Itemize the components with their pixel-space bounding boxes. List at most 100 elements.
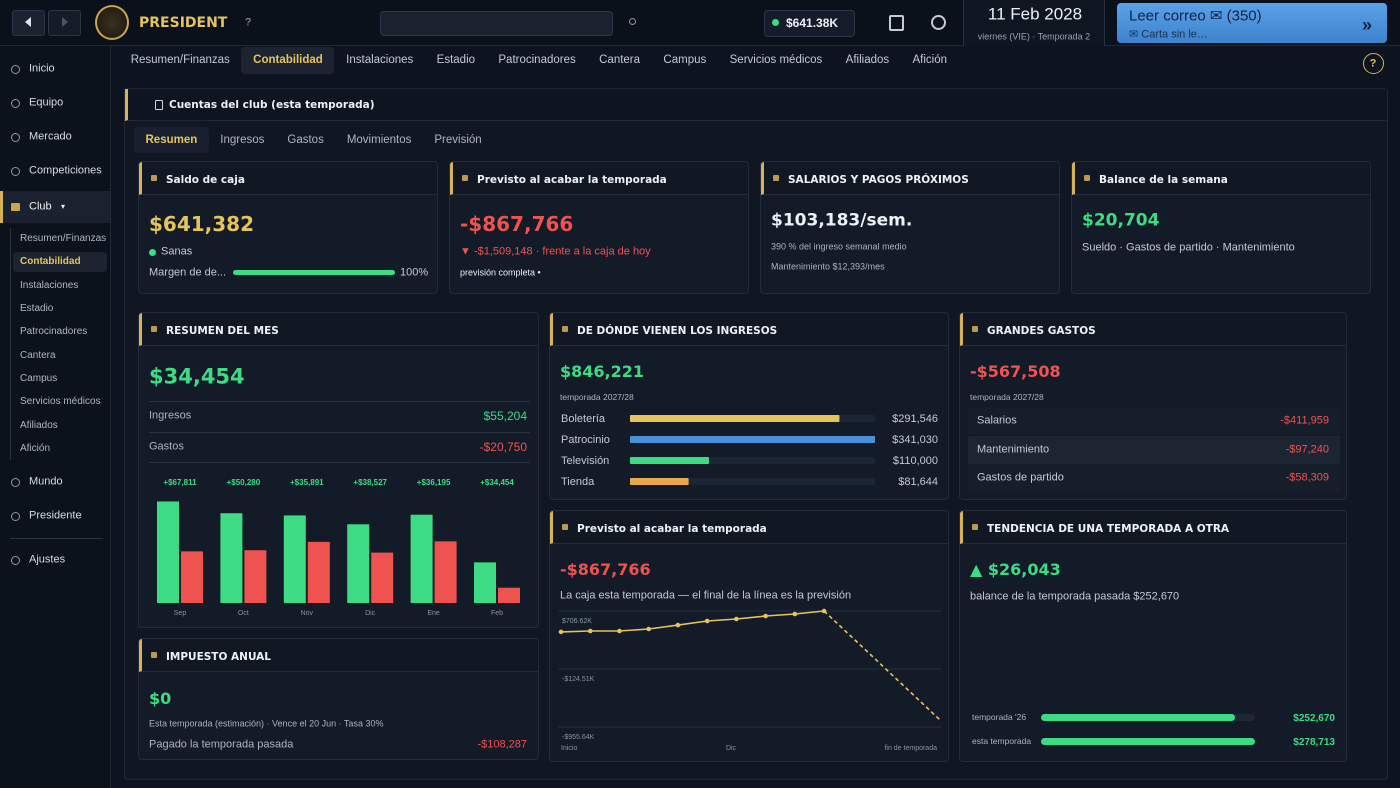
nav-item[interactable]: Inicio [29,62,55,75]
sub-tab[interactable]: Movimientos [346,134,412,146]
nav-icon [11,167,20,176]
card-text: Esta temporada (estimación) · Vence el 2… [149,718,384,729]
forecast-card: Previsto al acabar la temporada -$867,766… [449,161,749,294]
bar-label: Boletería [561,413,606,425]
bar-label: temporada '26 [972,712,1026,722]
bar [630,415,840,422]
mail-button[interactable] [1117,3,1387,43]
card-header [139,162,437,195]
big-value: $0 [149,689,172,708]
bar-total: +$67,811 [163,478,197,487]
card-title: RESUMEN DEL MES [166,324,279,337]
nav-item[interactable]: Mercado [29,130,72,143]
divider [149,462,530,463]
sub-nav-item[interactable]: Resumen/Finanzas [20,233,107,244]
card-text: Margen de de... [149,266,227,279]
nav-item[interactable]: Presidente [29,509,82,522]
card-title: GRANDES GASTOS [987,324,1096,337]
sub-nav-item[interactable]: Servicios médicos [20,396,101,408]
x-tick-label: Inicio [561,745,577,752]
sub-nav-item[interactable]: Afición [20,443,51,455]
card-text: balance de la temporada pasada $252,670 [970,590,1180,603]
bar [630,478,689,485]
panel-title: Cuentas del club (esta temporada) [169,98,375,111]
x-tick-label: Ene [427,610,440,617]
tab[interactable]: Campus [663,54,707,66]
nav-icon [11,99,20,108]
search-icon [629,18,636,25]
tab[interactable]: Cantera [599,54,641,66]
logo-text: PRESIDENT [139,15,228,31]
sub-nav-item[interactable]: Instalaciones [20,279,79,291]
tab[interactable]: Resumen/Finanzas [130,54,230,66]
sub-nav-item[interactable]: Patrocinadores [20,326,88,338]
bar [181,551,203,603]
x-tick-label: Dic [365,610,376,617]
bar-label: esta temporada [972,736,1031,746]
sub-nav-item[interactable]: Campus [20,373,58,385]
bar [1041,714,1236,721]
sub-nav-item[interactable]: Contabilidad [20,256,81,268]
sync-icon[interactable] [931,15,946,30]
card-text: ▼ -$1,509,148 · frente a la caja de hoy [460,245,651,258]
card-header [550,313,948,346]
big-value: $20,704 [1082,210,1160,231]
tab[interactable]: Afiliados [845,54,890,66]
save-icon[interactable] [889,15,904,31]
nav-icon [11,203,20,211]
nav-item[interactable]: Ajustes [29,553,66,566]
balance-dot [772,19,779,26]
balance-box[interactable] [764,10,855,37]
wages-card: SALARIOS Y PAGOS PRÓXIMOS $103,183/sem. 39… [760,161,1060,294]
trend-card: TENDENCIA DE UNA TEMPORADA A OTRA ▲ $26,0… [959,510,1347,762]
sub-tab[interactable]: Ingresos [220,134,265,146]
bar-total: +$35,891 [290,478,324,487]
nav-caret: ▾ [61,202,66,211]
card-header [960,313,1346,346]
point [587,628,593,634]
sub-menu-line [10,228,11,460]
nav-item[interactable]: Club [29,200,52,213]
bar-total: +$34,454 [480,478,514,487]
sub-tab-bar: Resumen Ingresos Gastos Movimientos Previsió… [134,127,493,153]
x-tick-label: Sep [174,610,187,617]
sub-tab[interactable]: Previsión [434,134,482,146]
card-text: Salarios [977,414,1017,427]
mail-sub: ✉ Carta sin le… [1129,28,1208,41]
expense-row [968,435,1340,464]
nav-item[interactable]: Equipo [29,96,64,109]
help-button[interactable]: ? [245,16,252,29]
sub-nav-item[interactable]: Cantera [20,349,56,361]
tab[interactable]: Afición [912,54,948,66]
bar [630,436,875,443]
big-value: -$867,766 [460,212,574,236]
tab[interactable]: Instalaciones [346,54,414,66]
sub-tab[interactable]: Gastos [287,134,324,146]
bar-track [630,478,875,485]
nav-item[interactable]: Mundo [29,475,63,488]
help-text[interactable]: ? [1369,57,1377,70]
row-value: -$108,287 [477,738,527,751]
card-title: TENDENCIA DE UNA TEMPORADA A OTRA [987,522,1230,535]
expenses-card: GRANDES GASTOS -$567,508 temporada 2027/28… [959,312,1347,500]
bar [410,514,433,603]
y-tick-label: $706.62K [562,618,592,625]
tab[interactable]: Contabilidad [241,47,335,74]
nav-item[interactable]: Competiciones [29,164,102,177]
card-icon [1084,175,1090,181]
sub-tab[interactable]: Resumen [134,127,209,153]
bar [371,552,394,603]
divider [149,432,530,433]
tab[interactable]: Estadio [436,54,476,66]
sub-nav-item[interactable]: Estadio [20,303,54,315]
search-box[interactable] [380,11,613,36]
help-circle[interactable] [1363,53,1384,74]
sub-nav-item[interactable]: Afiliados [20,419,58,431]
tab[interactable]: Patrocinadores [498,54,576,66]
tab[interactable]: Servicios médicos [729,54,823,66]
bar [347,524,370,603]
card-icon [562,326,568,332]
x-tick-label: Oct [238,610,249,617]
bar-value: $81,644 [898,476,938,488]
card-title: Previsto al acabar la temporada [477,173,667,186]
